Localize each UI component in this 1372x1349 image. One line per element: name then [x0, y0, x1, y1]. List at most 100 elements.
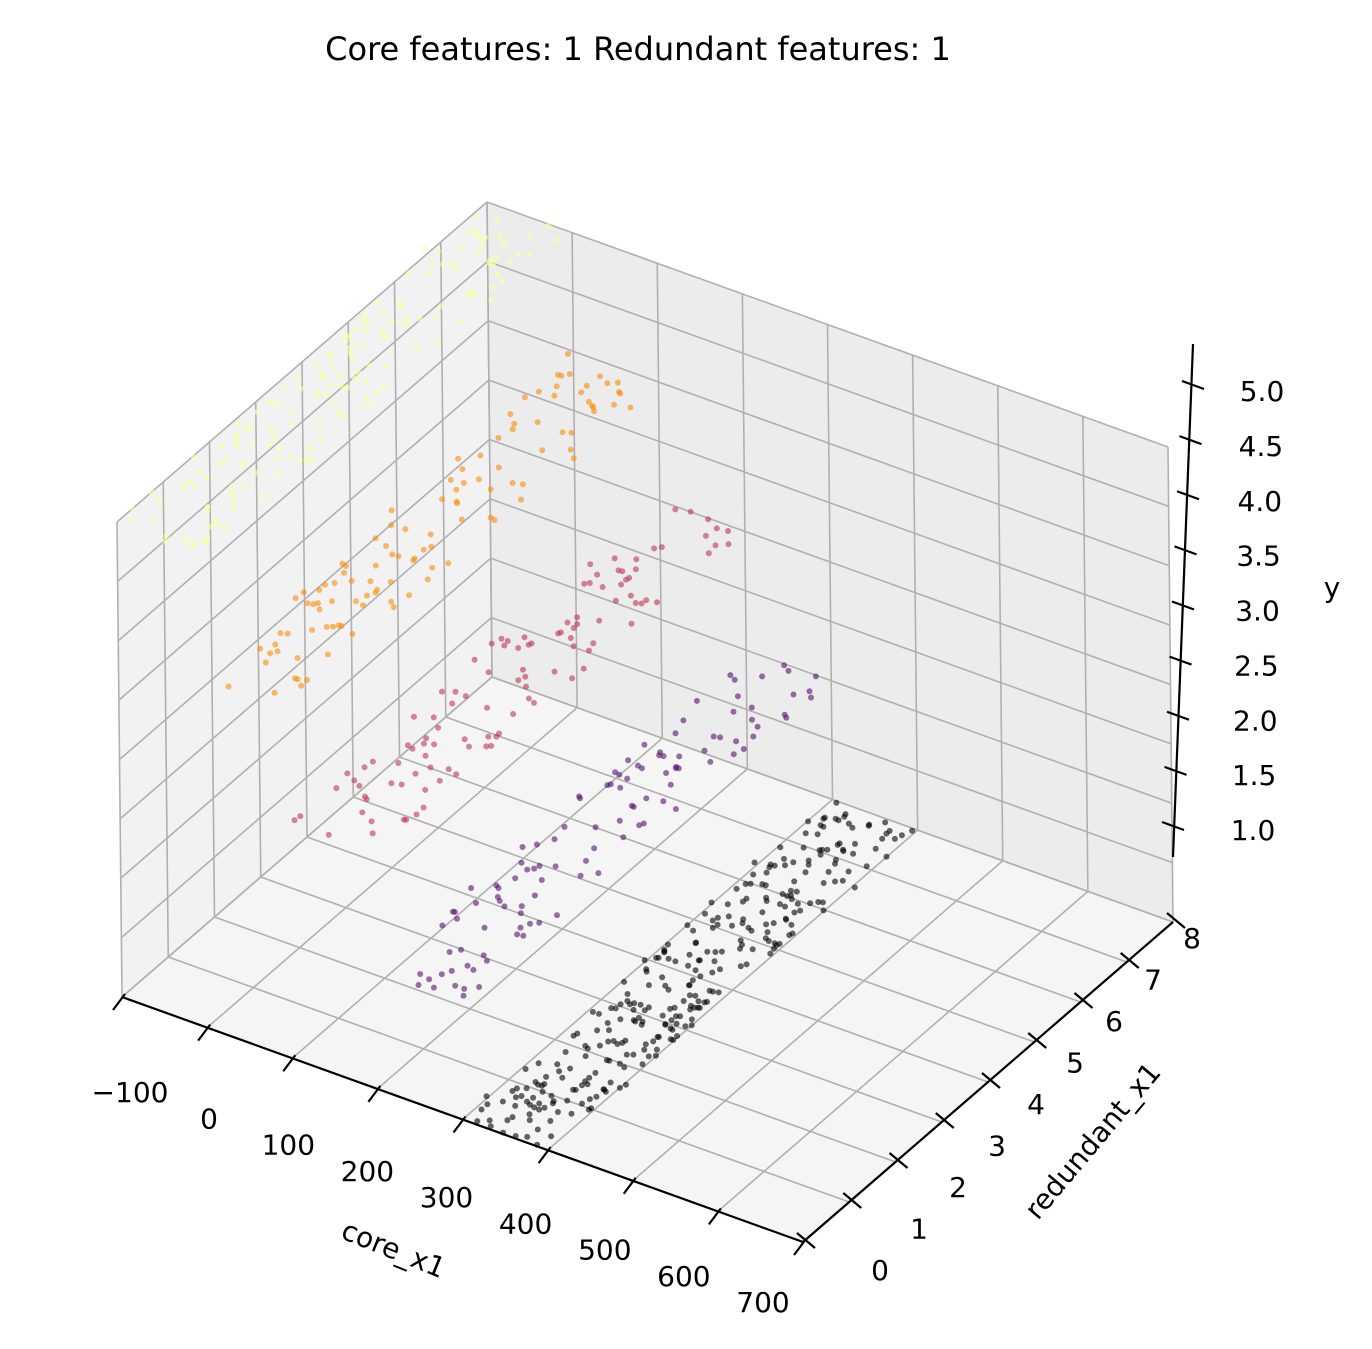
data-point-y2	[531, 865, 538, 872]
data-point-y3	[488, 640, 495, 647]
data-point-y2	[740, 746, 747, 752]
data-point-y4	[604, 380, 611, 387]
data-point-y4	[402, 526, 409, 532]
data-point-y3	[498, 635, 505, 642]
data-point-y3	[531, 699, 537, 706]
grid-line-left-z	[119, 498, 491, 820]
data-point-y1	[547, 1118, 554, 1124]
x-tick-label: 700	[736, 1286, 789, 1319]
data-point-y3	[569, 675, 576, 682]
data-point-y5	[555, 236, 562, 243]
data-point-y3	[570, 643, 577, 650]
data-point-y3	[611, 555, 618, 562]
data-point-y2	[470, 966, 477, 973]
grid-line-floor-y	[399, 756, 1081, 1003]
data-point-y1	[484, 1101, 491, 1108]
data-point-y4	[447, 476, 454, 483]
data-point-y1	[641, 1046, 648, 1053]
data-point-y3	[351, 777, 358, 784]
data-point-y2	[536, 919, 543, 926]
x-tick	[452, 1115, 467, 1134]
data-point-y1	[623, 1051, 630, 1058]
data-point-y5	[337, 372, 344, 379]
data-point-y1	[650, 1038, 657, 1045]
data-point-y1	[782, 903, 788, 910]
data-point-y3	[580, 665, 587, 672]
data-point-y5	[297, 385, 304, 392]
data-point-y3	[510, 711, 517, 717]
data-point-y1	[608, 1005, 615, 1012]
data-point-y3	[466, 743, 472, 750]
data-point-y1	[596, 1010, 602, 1017]
data-point-y1	[582, 1042, 589, 1049]
data-point-y1	[673, 1013, 679, 1020]
y-tick	[888, 1152, 909, 1169]
data-point-y1	[667, 1025, 674, 1032]
data-point-y1	[800, 844, 807, 851]
x-tick-label: 200	[341, 1155, 394, 1188]
data-point-y1	[535, 1081, 542, 1088]
data-point-y4	[367, 578, 374, 585]
data-point-y3	[705, 516, 712, 523]
data-point-y2	[512, 875, 519, 882]
data-point-y3	[725, 528, 731, 534]
data-point-y5	[307, 445, 314, 452]
data-point-y2	[638, 765, 645, 772]
data-point-y2	[604, 782, 611, 789]
data-point-y1	[659, 974, 666, 981]
data-point-y1	[777, 844, 784, 851]
y-tick	[1073, 992, 1094, 1009]
data-point-y5	[465, 228, 472, 235]
axis-panes	[117, 202, 1173, 1242]
data-point-y4	[360, 602, 367, 609]
data-point-y4	[294, 655, 301, 661]
data-point-y2	[663, 770, 670, 776]
data-point-y3	[654, 599, 660, 606]
y-tick-label: 5	[1066, 1047, 1084, 1080]
data-point-y4	[420, 546, 427, 553]
data-point-y1	[832, 815, 839, 822]
z-tick-label: 4.0	[1238, 485, 1283, 518]
data-point-y1	[556, 1068, 563, 1075]
data-point-y1	[839, 877, 846, 884]
data-point-y5	[358, 343, 365, 350]
data-point-y1	[674, 1033, 681, 1039]
data-point-y4	[387, 579, 394, 585]
data-point-y1	[671, 1004, 678, 1011]
z-tick	[1176, 490, 1200, 501]
y-tick-label: 2	[949, 1171, 967, 1204]
data-point-y2	[426, 976, 433, 983]
data-point-y1	[776, 940, 783, 947]
data-point-y3	[483, 743, 490, 750]
data-point-y3	[427, 764, 434, 771]
data-point-y1	[834, 841, 841, 848]
data-point-y5	[200, 538, 207, 545]
data-point-y2	[551, 836, 558, 843]
data-point-y2	[448, 967, 455, 974]
data-point-y1	[788, 921, 795, 928]
data-point-y1	[833, 799, 840, 806]
data-point-y3	[702, 532, 709, 539]
data-point-y5	[156, 497, 163, 504]
data-point-y4	[559, 429, 566, 436]
data-point-y3	[501, 642, 508, 649]
data-point-y2	[595, 870, 602, 877]
data-point-y4	[330, 623, 336, 630]
data-point-y1	[531, 1104, 538, 1111]
data-point-y3	[570, 625, 577, 631]
data-point-y2	[430, 984, 437, 991]
data-point-y5	[438, 303, 444, 309]
data-point-y5	[388, 318, 395, 325]
data-point-y2	[439, 922, 446, 929]
data-point-y5	[207, 523, 214, 530]
data-point-y4	[292, 595, 299, 602]
data-point-y1	[662, 982, 669, 989]
grid-line-floor-y	[352, 796, 1035, 1043]
grid-lines	[116, 201, 1174, 1243]
data-point-y5	[406, 270, 413, 276]
data-point-y4	[390, 604, 397, 611]
grid-line-left-z	[120, 617, 492, 939]
data-point-y5	[545, 222, 552, 229]
data-point-y3	[587, 561, 594, 568]
data-point-y1	[662, 1021, 669, 1028]
